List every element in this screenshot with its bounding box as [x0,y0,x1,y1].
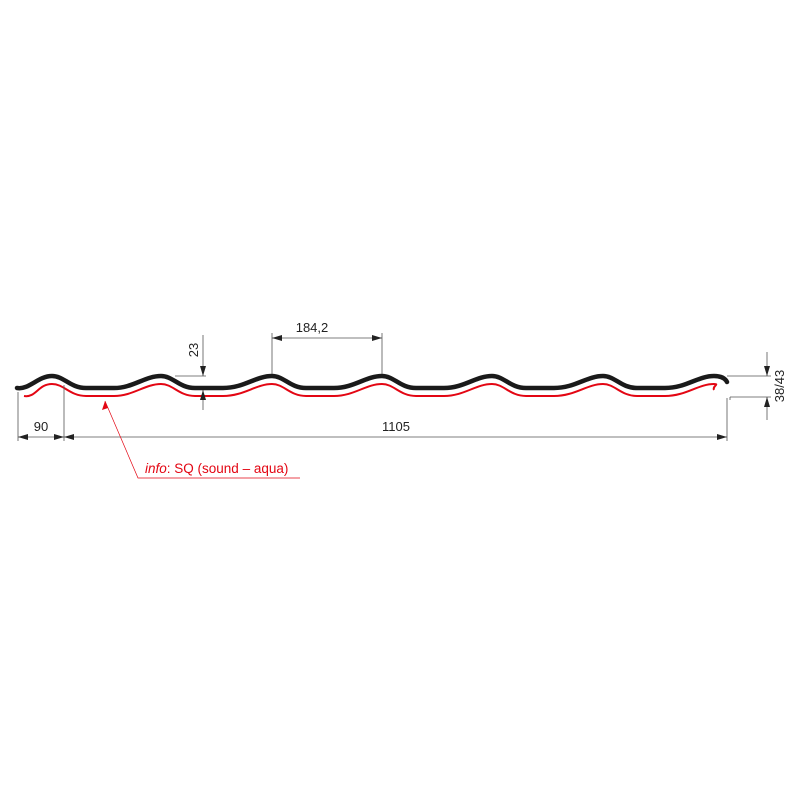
wave-height-label: 23 [186,343,201,357]
wave-height-dimension: 23 [175,335,206,410]
coating-layer-line [23,382,718,398]
edge-width-label: 90 [34,419,48,434]
sheet-profile-line [14,373,730,391]
pitch-dimension: 184,2 [271,320,383,374]
coating-annotation: info: SQ (sound – aqua) [102,400,300,479]
total-height-label: 38/43 [772,370,787,403]
annotation-text: info: SQ (sound – aqua) [145,461,288,476]
total-height-dimension: 38/43 [727,352,787,420]
width-dimensions: 90 1105 [17,385,728,441]
wave-pitch-label: 184,2 [296,320,329,335]
cover-width-label: 1105 [382,419,410,434]
